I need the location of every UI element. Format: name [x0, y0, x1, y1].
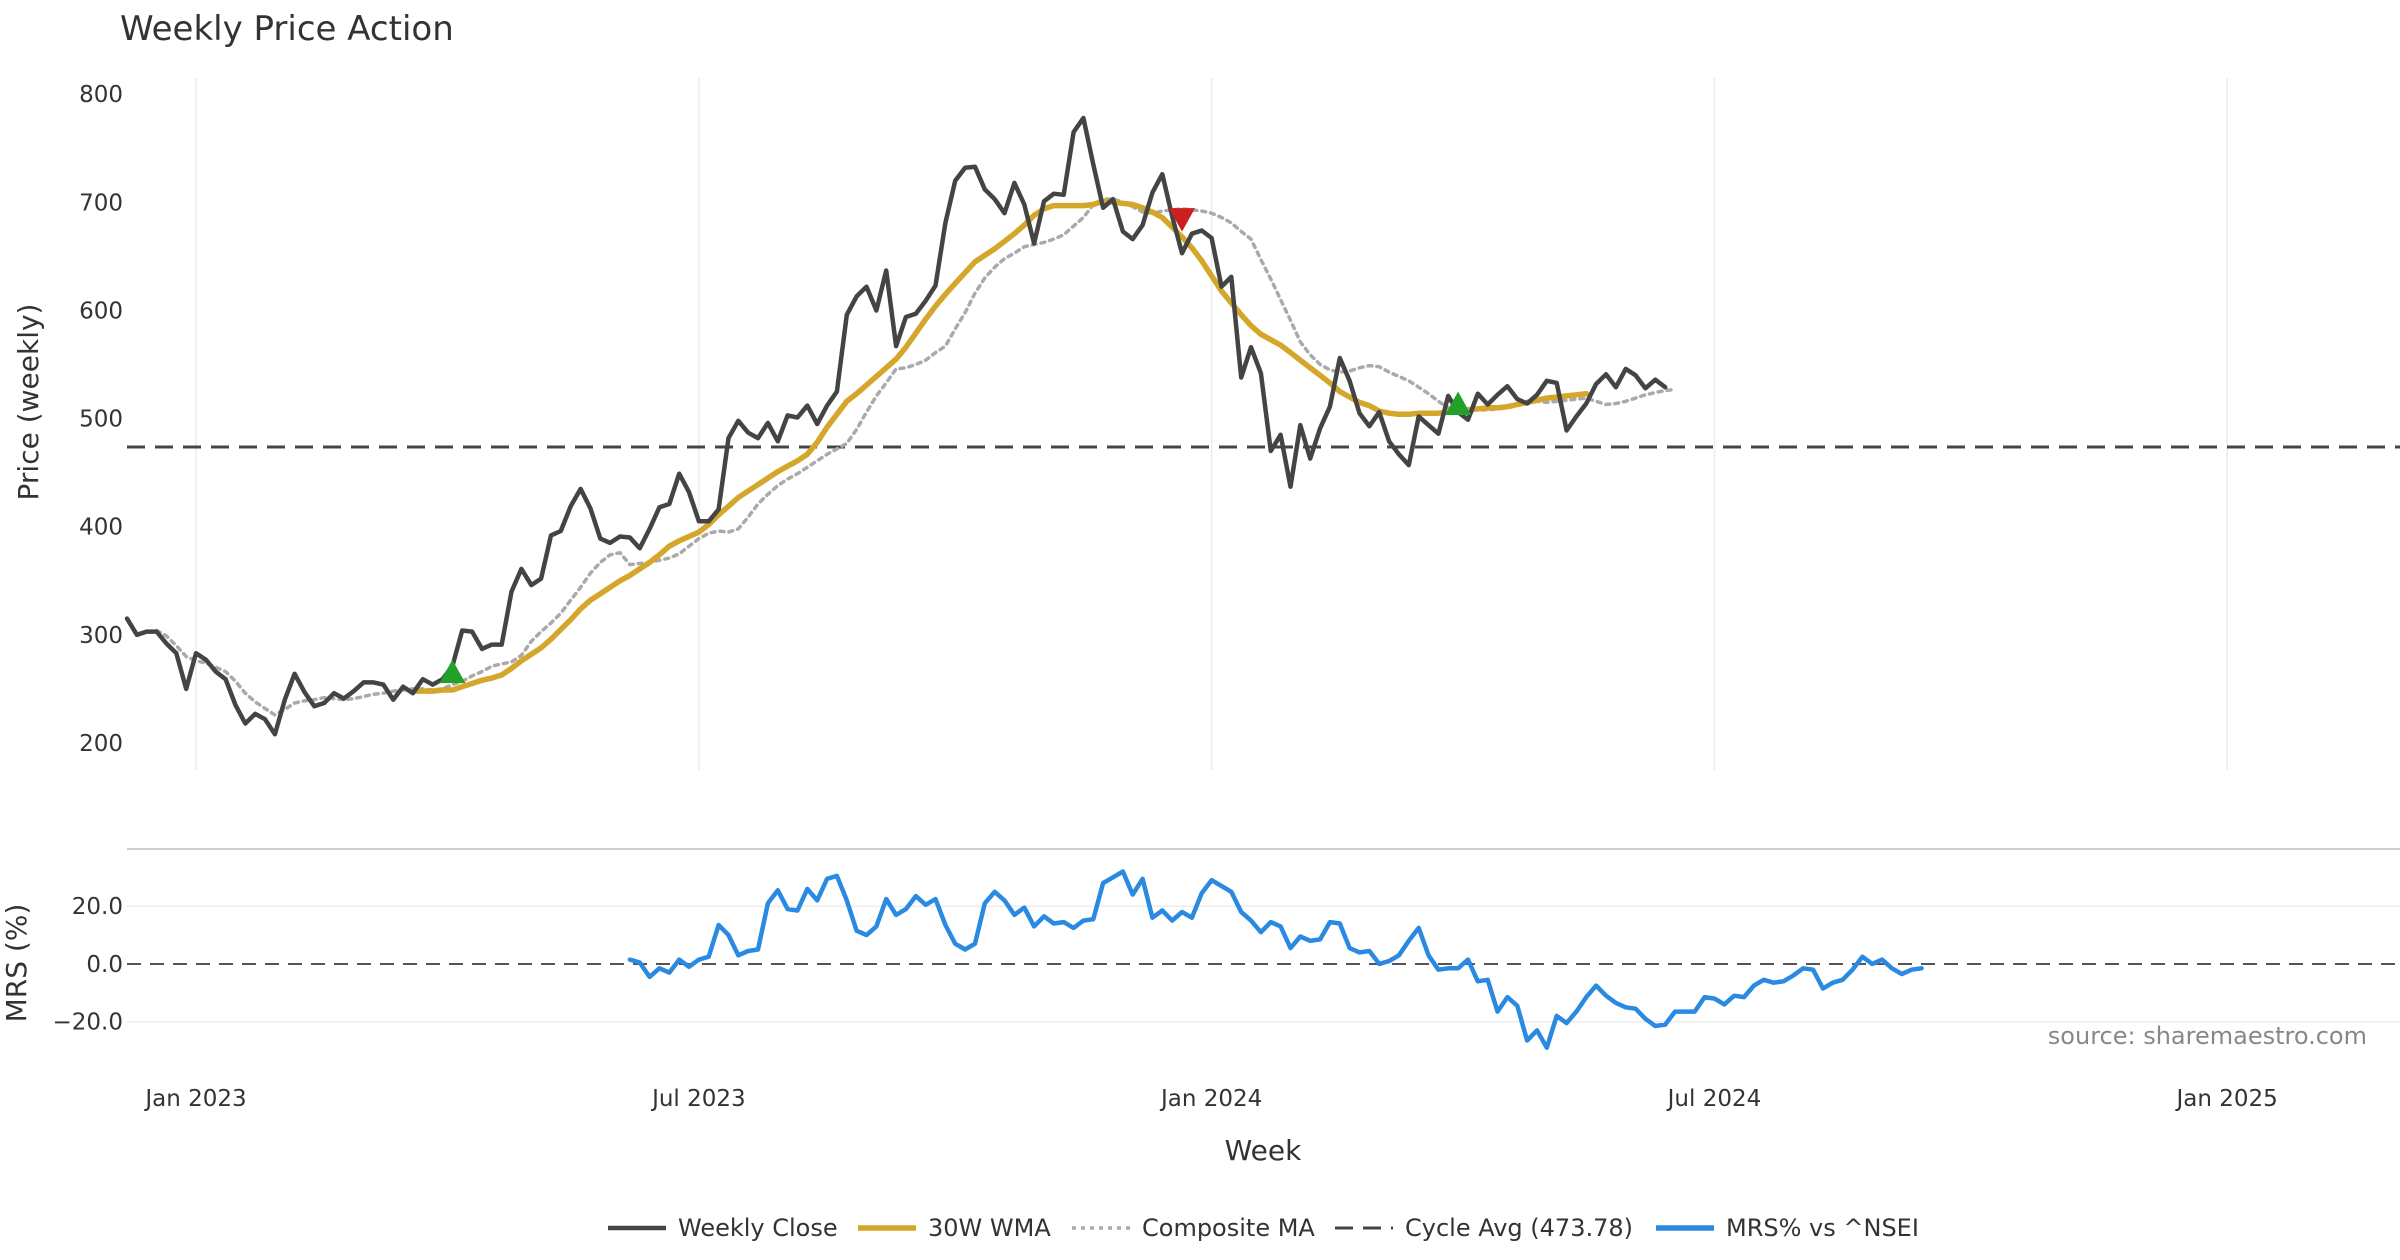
legend: Weekly Close 30W WMA Composite MA Cycle Avg…: [608, 1214, 1919, 1242]
mrs-y-tick-label: −20.0: [53, 1010, 123, 1036]
mrs-y-axis-label: MRS (%): [0, 904, 33, 1023]
price-y-tick-label: 700: [79, 190, 123, 216]
series-layer: [124, 115, 1924, 1050]
signal-markers: [439, 208, 1472, 684]
reference-lines: [127, 445, 2400, 965]
chart-title: Weekly Price Action: [120, 9, 454, 49]
x-tick-label: Jan 2025: [2175, 1086, 2278, 1112]
legend-label: Weekly Close: [678, 1214, 838, 1242]
weekly-close-line: [124, 115, 1668, 737]
price-y-tick-label: 500: [79, 407, 123, 433]
source-note: source: sharemaestro.com: [2048, 1022, 2367, 1050]
x-axis-label: Week: [1225, 1134, 1302, 1167]
text-layer: Weekly Price Action Price (weekly) MRS (…: [0, 9, 2367, 1167]
price-y-tick-label: 200: [79, 731, 123, 757]
legend-label: Composite MA: [1142, 1214, 1315, 1242]
composite-ma-line: [154, 197, 1677, 717]
x-tick-label: Jul 2023: [650, 1086, 746, 1112]
legend-label: MRS% vs ^NSEI: [1726, 1214, 1919, 1242]
x-tick-label: Jan 2024: [1159, 1086, 1262, 1112]
wma-30w-line: [410, 198, 1590, 694]
price-y-tick-label: 300: [79, 623, 123, 649]
buy-signal-marker: [439, 659, 466, 684]
legend-label: Cycle Avg (473.78): [1405, 1214, 1633, 1242]
price-y-axis-label: Price (weekly): [12, 304, 45, 501]
mrs-line: [627, 869, 1924, 1050]
grid-layer: [127, 78, 2400, 1023]
price-y-tick-label: 800: [79, 82, 123, 108]
legend-label: 30W WMA: [928, 1214, 1051, 1242]
mrs-y-tick-label: 20.0: [72, 894, 123, 920]
mrs-y-tick-label: 0.0: [86, 952, 123, 978]
sell-signal-marker: [1169, 208, 1196, 232]
x-tick-label: Jan 2023: [143, 1086, 246, 1112]
price-y-tick-label: 400: [79, 515, 123, 541]
x-tick-label: Jul 2024: [1666, 1086, 1762, 1112]
buy-signal-marker: [1445, 391, 1472, 415]
price-y-tick-label: 600: [79, 298, 123, 324]
